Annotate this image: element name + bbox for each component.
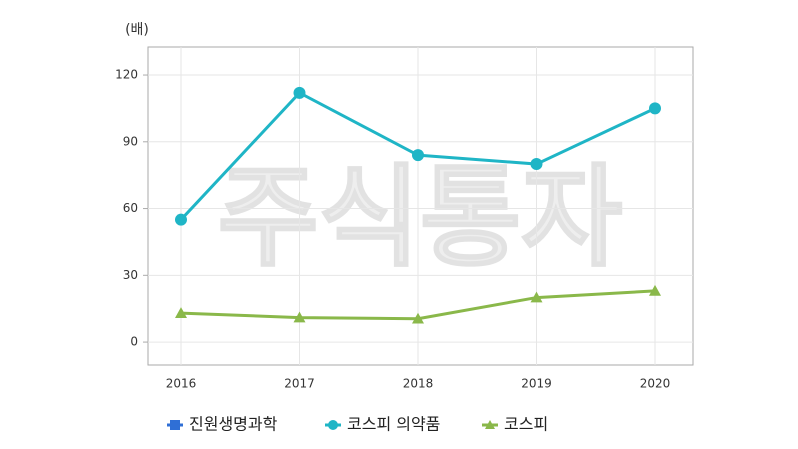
marker — [175, 307, 187, 318]
y-tick-label: 90 — [123, 134, 138, 148]
x-tick-label: 2016 — [166, 377, 197, 391]
legend-label: 코스피 의약품 — [347, 415, 440, 434]
legend-label: 진원생명과학 — [189, 415, 278, 434]
legend-label: 코스피 — [504, 415, 548, 434]
marker — [328, 420, 338, 430]
marker — [485, 420, 495, 429]
y-tick-label: 30 — [123, 268, 138, 282]
marker — [649, 284, 661, 296]
marker — [170, 420, 180, 430]
y-tick-label: 60 — [123, 201, 138, 215]
x-tick-label: 2018 — [403, 377, 434, 391]
x-tick-label: 2020 — [640, 377, 671, 391]
marker — [412, 149, 424, 162]
marker — [649, 102, 661, 115]
x-tick-label: 2019 — [521, 377, 552, 391]
plot-area — [147, 46, 694, 366]
marker — [530, 291, 543, 303]
x-tick-label: 2017 — [284, 377, 315, 391]
y-tick-label: 120 — [115, 68, 138, 82]
marker — [293, 86, 306, 99]
marker — [530, 158, 543, 171]
marker — [175, 213, 187, 226]
watermark: 주식통자 — [218, 153, 623, 281]
marker — [293, 311, 306, 323]
marker — [412, 312, 424, 324]
y-axis-label: (배) — [125, 22, 149, 38]
y-tick-label: 0 — [130, 335, 138, 349]
